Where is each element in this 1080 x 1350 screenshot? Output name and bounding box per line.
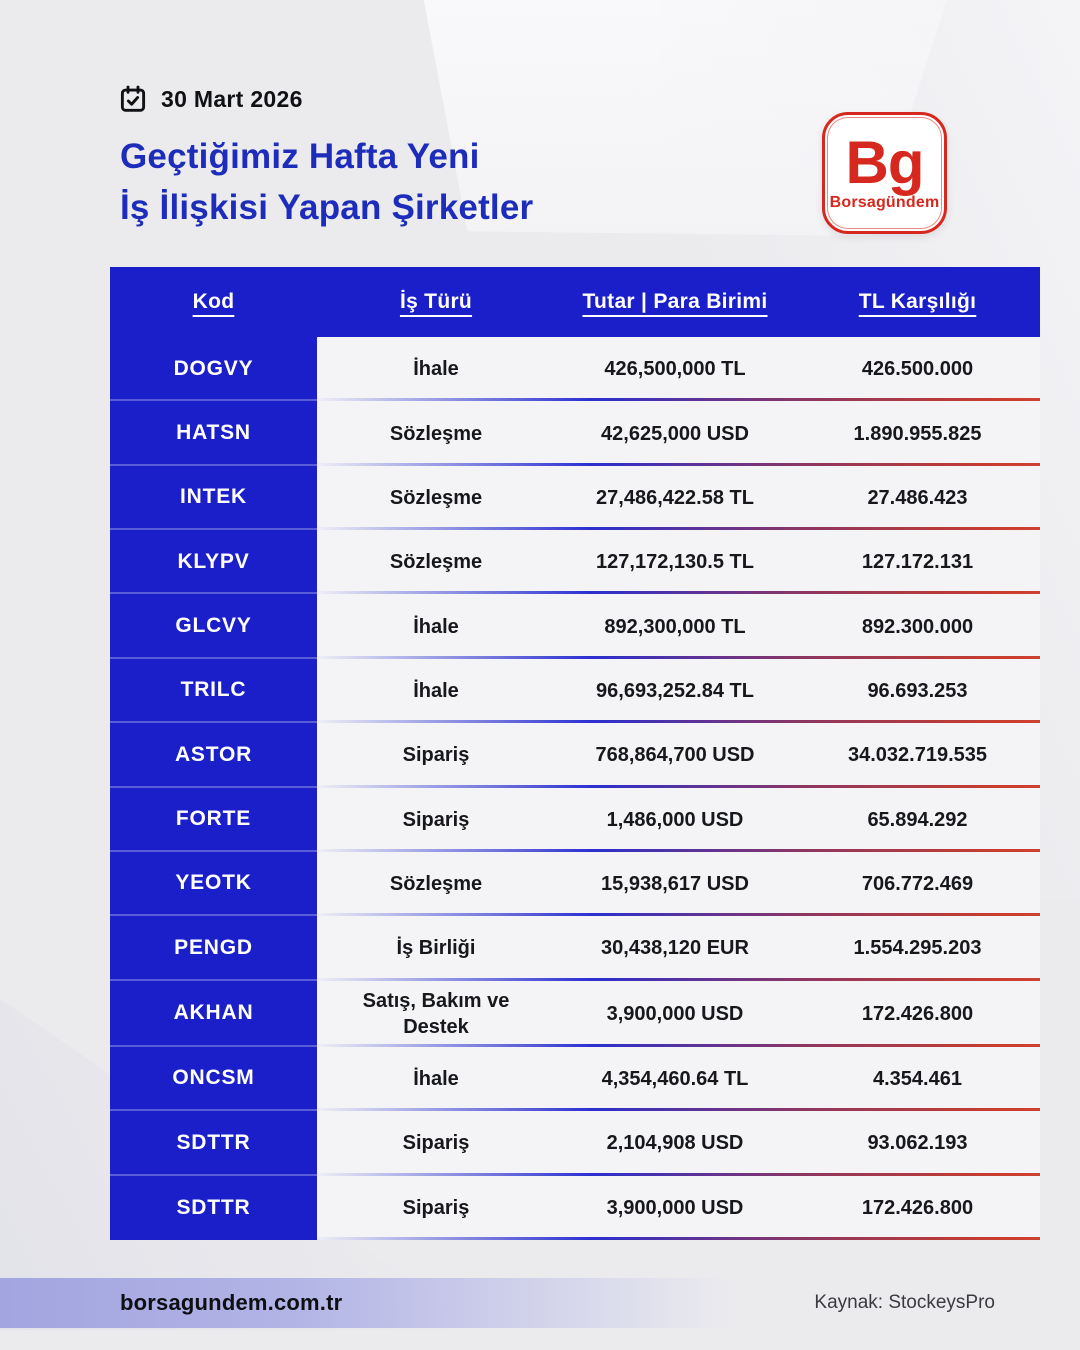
column-header-kod: Kod [192,290,235,313]
cell-kod: HATSN [110,401,317,466]
cell-tl-karsiligi: 27.486.423 [795,465,1040,531]
table-row: HATSN Sözleşme 42,625,000 USD 1.890.955.… [110,401,1040,467]
cell-kod: ONCSM [110,1046,317,1112]
cell-is-turu: İhale [317,1046,555,1112]
cell-is-turu: İhale [317,337,555,402]
table-body: DOGVY İhale 426,500,000 TL 426.500.000 H… [110,337,1040,1241]
logo-monogram: Bg [845,129,925,196]
table-row: INTEK Sözleşme 27,486,422.58 TL 27.486.4… [110,465,1040,531]
cell-tl-karsiligi: 1.890.955.825 [795,401,1040,466]
cell-kod: TRILC [110,658,317,724]
cell-tl-karsiligi: 65.894.292 [795,787,1040,852]
cell-is-turu: İhale [317,594,555,659]
page-title-line2: İş İlişkisi Yapan Şirketler [120,187,534,227]
cell-tl-karsiligi: 172.426.800 [795,980,1040,1047]
cell-tl-karsiligi: 127.172.131 [795,530,1040,595]
cell-is-turu: Sipariş [317,787,555,852]
cell-tutar: 2,104,908 USD [555,1111,795,1176]
source-credit: Kaynak: StockeysPro [814,1292,995,1313]
date-text: 30 Mart 2026 [161,85,303,112]
cell-tutar: 3,900,000 USD [555,980,795,1047]
table-row: DOGVY İhale 426,500,000 TL 426.500.000 [110,337,1040,402]
table-row: AKHAN Satış, Bakım ve Destek 3,900,000 U… [110,980,1040,1048]
table-row: GLCVY İhale 892,300,000 TL 892.300.000 [110,594,1040,660]
cell-is-turu: Sözleşme [317,851,555,917]
cell-tl-karsiligi: 172.426.800 [795,1175,1040,1241]
cell-is-turu: Sözleşme [317,401,555,466]
cell-tutar: 27,486,422.58 TL [555,465,795,531]
cell-kod: YEOTK [110,851,317,917]
column-header-tutar: Tutar | Para Birimi [582,290,768,313]
cell-tutar: 1,486,000 USD [555,787,795,852]
cell-tutar: 4,354,460.64 TL [555,1046,795,1112]
site-url: borsagundem.com.tr [120,1290,343,1315]
cell-tutar: 30,438,120 EUR [555,916,795,981]
cell-kod: FORTE [110,787,317,852]
cell-tutar: 3,900,000 USD [555,1175,795,1241]
cell-kod: KLYPV [110,530,317,595]
page-title-line1: Geçtiğimiz Hafta Yeni [120,137,480,176]
table-row: PENGD İş Birliği 30,438,120 EUR 1.554.29… [110,916,1040,981]
cell-is-turu: Sipariş [317,1175,555,1241]
cell-kod: INTEK [110,465,317,531]
date-row: 30 Mart 2026 [118,84,303,114]
table-row: YEOTK Sözleşme 15,938,617 USD 706.772.46… [110,851,1040,917]
column-header-is-turu: İş Türü [399,290,473,313]
table-row: ONCSM İhale 4,354,460.64 TL 4.354.461 [110,1046,1040,1112]
calendar-check-icon [118,84,148,114]
cell-is-turu: Sözleşme [317,530,555,595]
table-row: SDTTR Sipariş 2,104,908 USD 93.062.193 [110,1111,1040,1177]
cell-tutar: 426,500,000 TL [555,337,795,402]
cell-kod: SDTTR [110,1111,317,1176]
footer-band: borsagundem.com.tr [0,1278,730,1328]
cell-is-turu: İhale [317,658,555,724]
cell-tutar: 892,300,000 TL [555,594,795,659]
borsagundem-logo: Bg Borsagündem [822,112,947,234]
cell-tl-karsiligi: 34.032.719.535 [795,723,1040,788]
cell-tutar: 42,625,000 USD [555,401,795,466]
cell-kod: PENGD [110,916,317,981]
cell-tutar: 768,864,700 USD [555,723,795,788]
table-row: FORTE Sipariş 1,486,000 USD 65.894.292 [110,787,1040,853]
data-table: Kod İş Türü Tutar | Para Birimi TL Karşı… [110,267,1040,1241]
cell-is-turu: İş Birliği [317,916,555,981]
table-row: SDTTR Sipariş 3,900,000 USD 172.426.800 [110,1175,1040,1241]
cell-tutar: 15,938,617 USD [555,851,795,917]
cell-tl-karsiligi: 1.554.295.203 [795,916,1040,981]
cell-kod: SDTTR [110,1175,317,1241]
cell-tl-karsiligi: 4.354.461 [795,1046,1040,1112]
cell-kod: AKHAN [110,980,317,1047]
cell-tl-karsiligi: 426.500.000 [795,337,1040,402]
cell-tutar: 127,172,130.5 TL [555,530,795,595]
cell-tutar: 96,693,252.84 TL [555,658,795,724]
cell-tl-karsiligi: 706.772.469 [795,851,1040,917]
cell-tl-karsiligi: 892.300.000 [795,594,1040,659]
cell-is-turu: Sözleşme [317,465,555,531]
cell-tl-karsiligi: 96.693.253 [795,658,1040,724]
cell-kod: DOGVY [110,337,317,402]
cell-is-turu: Sipariş [317,1111,555,1176]
column-header-tl-karsiligi: TL Karşılığı [858,290,977,313]
cell-is-turu: Satış, Bakım ve Destek [317,980,555,1047]
table-row: TRILC İhale 96,693,252.84 TL 96.693.253 [110,658,1040,724]
cell-kod: ASTOR [110,723,317,788]
table-header-row: Kod İş Türü Tutar | Para Birimi TL Karşı… [110,267,1040,337]
cell-tl-karsiligi: 93.062.193 [795,1111,1040,1176]
logo-name: Borsagündem [829,194,940,211]
cell-is-turu: Sipariş [317,723,555,788]
table-row: ASTOR Sipariş 768,864,700 USD 34.032.719… [110,723,1040,788]
cell-kod: GLCVY [110,594,317,659]
page-title: Geçtiğimiz Hafta Yeni İş İlişkisi Yapan Ş… [120,132,533,234]
table-row: KLYPV Sözleşme 127,172,130.5 TL 127.172.… [110,530,1040,595]
